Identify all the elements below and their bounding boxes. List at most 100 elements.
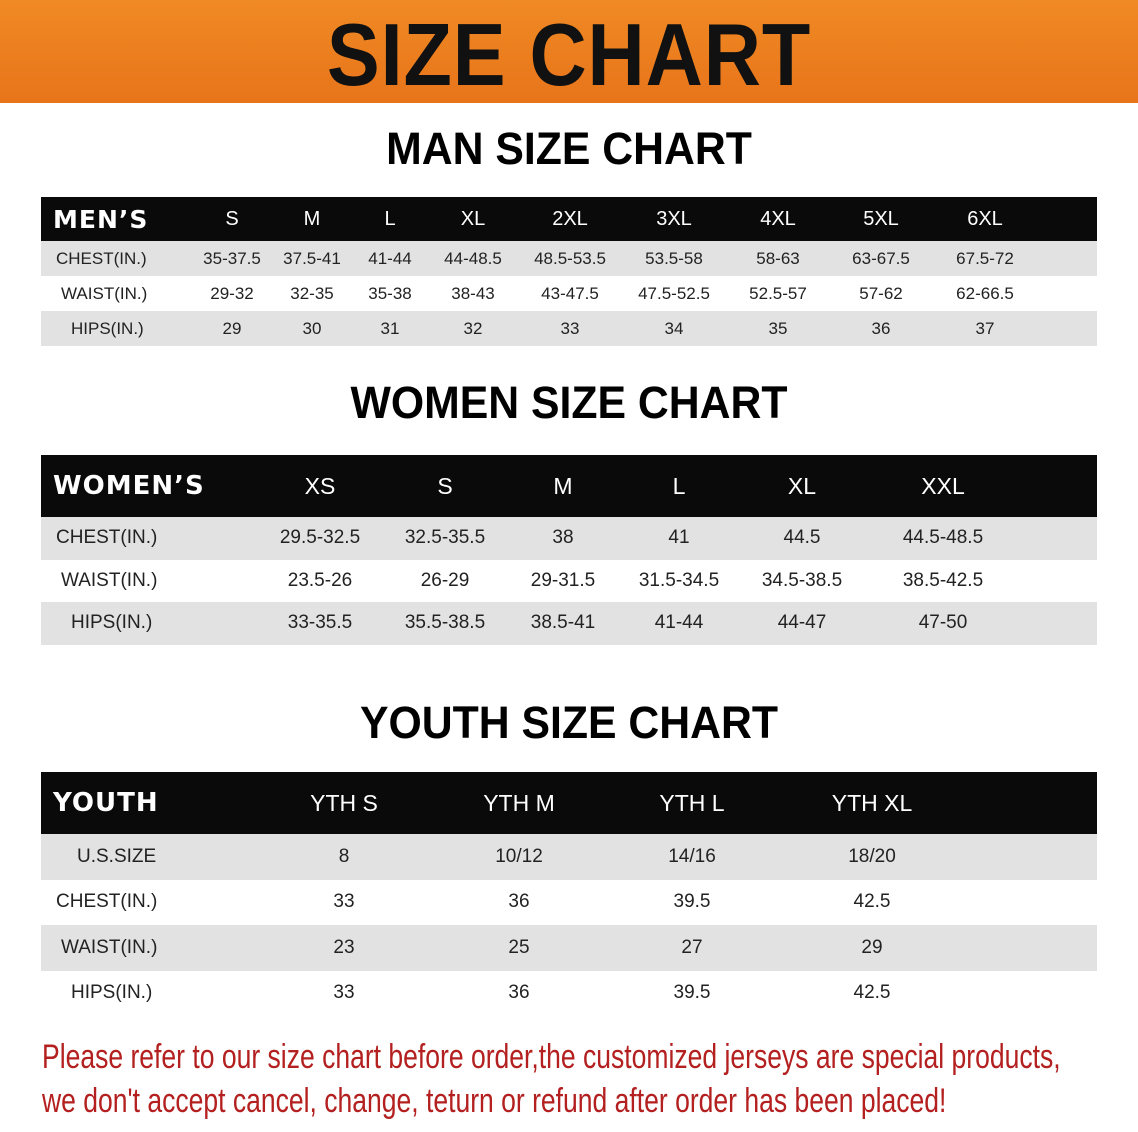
table-cell: 30 (302, 318, 322, 338)
table-cell: 33 (333, 891, 355, 913)
table-cell: 37 (975, 318, 995, 338)
size-header-xl: XL (787, 472, 817, 499)
row-label: CHEST(IN.) (56, 248, 147, 268)
table-cell: 53.5-58 (645, 248, 703, 268)
size-header-4xl: 4XL (760, 207, 796, 230)
youth-header-row: YOUTH YTH S YTH M YTH L YTH XL (41, 772, 1097, 834)
table-cell: 27 (681, 936, 703, 958)
size-header-6xl: 6XL (967, 207, 1003, 230)
row-label: CHEST(IN.) (56, 891, 158, 913)
men-header-row: MEN’S S M L XL 2XL 3XL 4XL 5XL 6XL (41, 197, 1097, 241)
table-cell: 25 (508, 936, 530, 958)
table-cell: 41-44 (654, 612, 704, 634)
table-cell: 32-35 (290, 283, 334, 303)
size-chart-banner: SIZE CHART (0, 0, 1138, 104)
table-cell: 29 (222, 318, 242, 338)
table-cell: 38-43 (451, 283, 495, 303)
table-cell: 48.5-53.5 (534, 248, 606, 268)
table-row: HIPS(IN.) 33 36 39.5 42.5 (41, 971, 1097, 1017)
table-cell: 44.5-48.5 (902, 527, 984, 549)
women-header-row: WOMEN’S XS S M L XL XXL (41, 455, 1097, 517)
size-header-yth-xl: YTH XL (831, 789, 913, 816)
row-label: U.S.SIZE (77, 845, 157, 867)
table-cell: 33 (560, 318, 580, 338)
table-row: WAIST(IN.) 29-32 32-35 35-38 38-43 43-47.5 47.… (41, 276, 1097, 311)
table-row: U.S.SIZE 8 10/12 14/16 18/20 (41, 834, 1097, 880)
table-cell: 35-37.5 (203, 248, 261, 268)
size-header-l: L (384, 207, 396, 230)
table-row: HIPS(IN.) 33-35.5 35.5-38.5 38.5-41 41-44 44-… (41, 602, 1097, 645)
row-label: HIPS(IN.) (71, 612, 153, 634)
table-row: CHEST(IN.) 35-37.5 37.5-41 41-44 44-48.5 48.5… (41, 241, 1097, 276)
size-header-yth-l: YTH L (659, 789, 725, 816)
table-cell: 31.5-34.5 (638, 569, 720, 591)
row-label: CHEST(IN.) (56, 527, 158, 549)
table-cell: 10/12 (495, 845, 543, 867)
size-header-m: M (303, 207, 321, 230)
table-cell: 38 (552, 527, 574, 549)
size-header-5xl: 5XL (863, 207, 899, 230)
table-cell: 67.5-72 (956, 248, 1014, 268)
table-cell: 44-47 (777, 612, 827, 634)
table-row: WAIST(IN.) 23.5-26 26-29 29-31.5 31.5-34.5 34… (41, 560, 1097, 603)
table-cell: 29 (861, 936, 883, 958)
row-label: HIPS(IN.) (71, 318, 144, 338)
table-cell: 47-50 (918, 612, 968, 634)
table-cell: 35-38 (368, 283, 412, 303)
women-section-title: WOMEN SIZE CHART (350, 377, 788, 428)
table-cell: 57-62 (859, 283, 903, 303)
table-cell: 8 (338, 845, 350, 867)
table-cell: 47.5-52.5 (638, 283, 710, 303)
table-cell: 29-32 (210, 283, 254, 303)
youth-header-label: YOUTH (53, 788, 159, 819)
table-row: CHEST(IN.) 29.5-32.5 32.5-35.5 38 41 44.5 44.5… (41, 517, 1097, 560)
table-cell: 38.5-41 (530, 612, 596, 634)
table-cell: 44.5 (783, 527, 821, 549)
table-cell: 42.5 (853, 982, 891, 1004)
size-header-xs: XS (304, 472, 336, 499)
size-header-l: L (672, 472, 686, 499)
table-cell: 34.5-38.5 (761, 569, 843, 591)
size-header-s: S (225, 207, 239, 230)
men-section-title: MAN SIZE CHART (386, 123, 752, 174)
men-header-label: MEN’S (53, 204, 149, 234)
size-header-yth-s: YTH S (310, 789, 378, 816)
table-cell: 37.5-41 (283, 248, 341, 268)
table-cell: 41-44 (368, 248, 412, 268)
table-row: WAIST(IN.) 23 25 27 29 (41, 925, 1097, 971)
youth-section-title: YOUTH SIZE CHART (359, 697, 778, 748)
table-cell: 29.5-32.5 (279, 527, 361, 549)
table-cell: 58-63 (756, 248, 800, 268)
row-label: WAIST(IN.) (61, 936, 158, 958)
table-cell: 33 (333, 982, 355, 1004)
table-cell: 63-67.5 (852, 248, 910, 268)
women-header-label: WOMEN’S (53, 471, 205, 502)
table-row: CHEST(IN.) 33 36 39.5 42.5 (41, 880, 1097, 926)
table-cell: 52.5-57 (749, 283, 807, 303)
table-cell: 33-35.5 (287, 612, 353, 634)
table-cell: 39.5 (673, 891, 711, 913)
table-cell: 38.5-42.5 (902, 569, 984, 591)
table-cell: 23 (333, 936, 355, 958)
notice-line-2: we don't accept cancel, change, teturn o… (42, 1082, 947, 1120)
table-cell: 23.5-26 (287, 569, 353, 591)
row-label: HIPS(IN.) (71, 982, 153, 1004)
table-cell: 31 (380, 318, 400, 338)
size-header-xxl: XXL (921, 472, 965, 499)
row-label: WAIST(IN.) (61, 569, 158, 591)
table-cell: 39.5 (673, 982, 711, 1004)
table-cell: 35 (768, 318, 788, 338)
table-cell: 18/20 (848, 845, 896, 867)
table-cell: 62-66.5 (956, 283, 1014, 303)
size-header-2xl: 2XL (552, 207, 588, 230)
table-cell: 32 (463, 318, 483, 338)
table-cell: 14/16 (668, 845, 716, 867)
table-cell: 43-47.5 (541, 283, 599, 303)
size-header-3xl: 3XL (656, 207, 692, 230)
table-cell: 36 (508, 982, 530, 1004)
table-cell: 42.5 (853, 891, 891, 913)
table-cell: 29-31.5 (530, 569, 596, 591)
table-cell: 41 (668, 527, 690, 549)
table-row: HIPS(IN.) 29 30 31 32 33 34 35 36 37 (41, 311, 1097, 346)
size-header-s: S (437, 472, 453, 499)
